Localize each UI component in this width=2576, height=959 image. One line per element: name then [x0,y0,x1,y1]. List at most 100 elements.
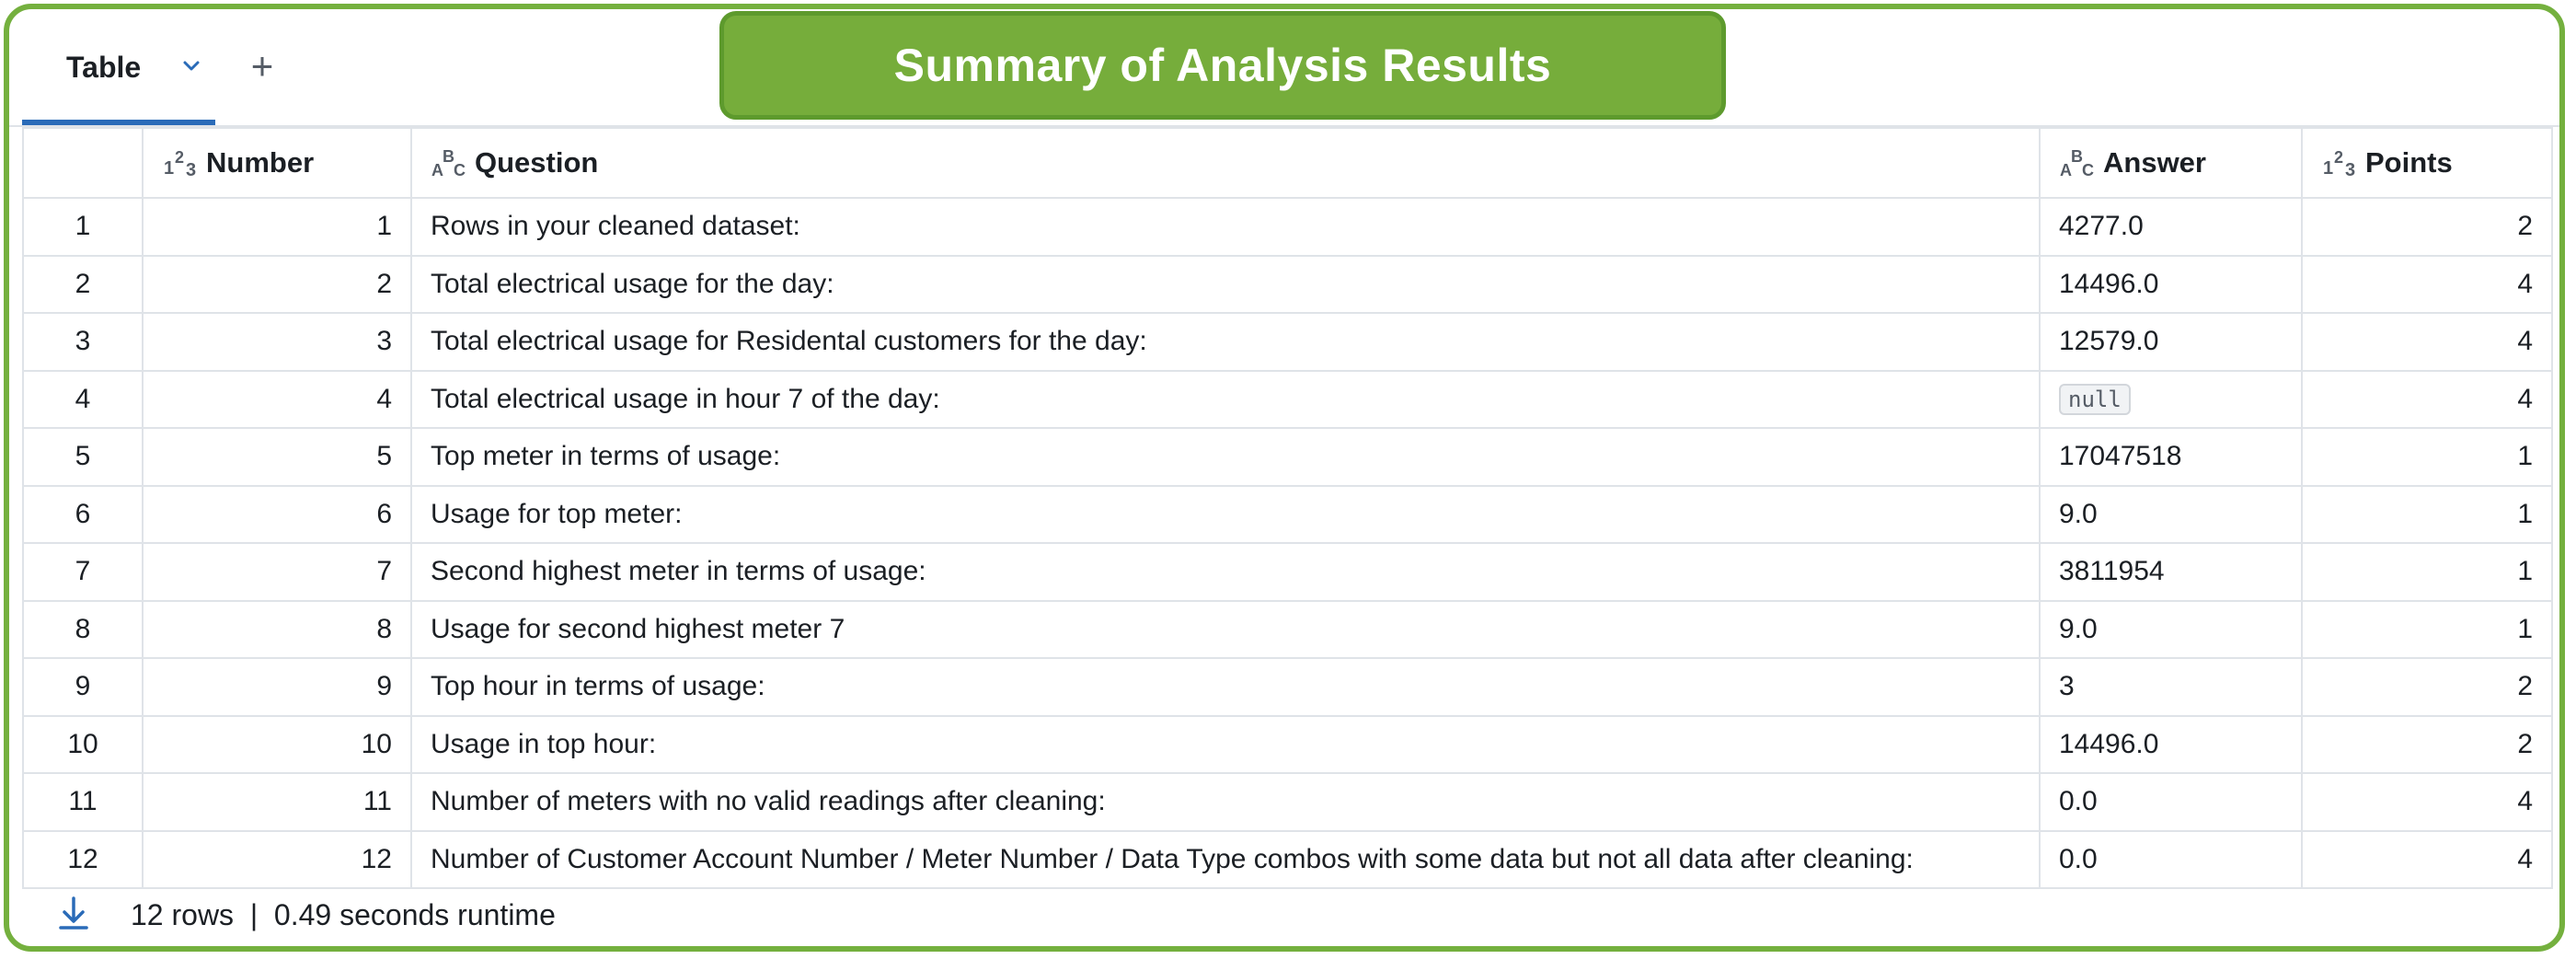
answer-cell[interactable]: 17047518 [2039,427,2303,487]
question-cell[interactable]: Top hour in terms of usage: [410,657,2041,717]
points-cell[interactable]: 1 [2301,427,2553,487]
column-header-question-label: Question [475,145,599,179]
table-row: 12 12 Number of Customer Account Number / … [22,829,2553,889]
points-cell[interactable]: 1 [2301,484,2553,544]
number-cell[interactable]: 1 [142,197,412,257]
plus-icon[interactable]: + [250,44,274,87]
points-cell[interactable]: 2 [2301,657,2553,717]
tab-table-label: Table [66,51,142,84]
summary-banner: Summary of Analysis Results [719,11,1726,120]
number-cell[interactable]: 4 [142,369,412,429]
footer-separator: | [249,898,259,931]
column-header-answer-label: Answer [2103,145,2206,179]
column-header-points[interactable]: 1 2 3 Points [2301,127,2553,199]
points-cell[interactable]: 4 [2301,772,2553,832]
row-index-cell[interactable]: 10 [22,714,144,774]
svg-text:C: C [2082,161,2094,179]
table-row: 7 7 Second highest meter in terms of usage… [22,542,2553,602]
row-index-cell[interactable]: 1 [22,197,144,257]
answer-cell[interactable]: 3811954 [2039,542,2303,602]
table-row: 6 6 Usage for top meter: 9.0 1 [22,484,2553,544]
question-cell[interactable]: Number of Customer Account Number / Mete… [410,829,2041,889]
number-cell[interactable]: 7 [142,542,412,602]
row-index-cell[interactable]: 5 [22,427,144,487]
question-cell[interactable]: Total electrical usage in hour 7 of the … [410,369,2041,429]
row-index-cell[interactable]: 8 [22,599,144,659]
row-index-cell[interactable]: 12 [22,829,144,889]
column-header-question[interactable]: A B C Question [410,127,2041,199]
svg-text:1: 1 [2323,158,2333,179]
question-cell[interactable]: Usage in top hour: [410,714,2041,774]
number-cell[interactable]: 3 [142,312,412,372]
question-cell[interactable]: Total electrical usage for the day: [410,254,2041,314]
answer-cell[interactable]: 9.0 [2039,484,2303,544]
question-cell[interactable]: Usage for second highest meter 7 [410,599,2041,659]
number-cell[interactable]: 10 [142,714,412,774]
row-index-cell[interactable]: 9 [22,657,144,717]
svg-text:3: 3 [2345,160,2355,179]
answer-cell[interactable]: 0.0 [2039,829,2303,889]
points-cell[interactable]: 4 [2301,829,2553,889]
svg-text:B: B [2071,148,2083,166]
column-header-number-label: Number [206,145,315,179]
row-index-cell[interactable]: 7 [22,542,144,602]
table-row: 11 11 Number of meters with no valid readi… [22,772,2553,832]
answer-cell[interactable]: 4277.0 [2039,197,2303,257]
points-cell[interactable]: 4 [2301,369,2553,429]
row-index-cell[interactable]: 2 [22,254,144,314]
question-cell[interactable]: Usage for top meter: [410,484,2041,544]
points-cell[interactable]: 2 [2301,197,2553,257]
answer-cell[interactable]: 3 [2039,657,2303,717]
number-cell[interactable]: 6 [142,484,412,544]
row-index-cell[interactable]: 3 [22,312,144,372]
row-index-cell[interactable]: 11 [22,772,144,832]
column-header-index[interactable] [22,127,144,199]
footer-status: 12 rows | 0.49 seconds runtime [131,898,556,932]
answer-cell[interactable]: 14496.0 [2039,714,2303,774]
table-row: 5 5 Top meter in terms of usage: 17047518 1 [22,427,2553,487]
number-cell[interactable]: 12 [142,829,412,889]
row-count: 12 rows [131,898,235,931]
results-table: 1 2 3 Number A B C Question A B [22,127,2553,889]
null-badge: null [2059,384,2131,416]
number-cell[interactable]: 9 [142,657,412,717]
download-icon[interactable] [53,893,94,933]
string-type-icon: A B C [2060,148,2094,179]
number-cell[interactable]: 2 [142,254,412,314]
svg-text:2: 2 [2334,148,2343,167]
column-header-answer[interactable]: A B C Answer [2039,127,2303,199]
number-cell[interactable]: 8 [142,599,412,659]
question-cell[interactable]: Total electrical usage for Residental cu… [410,312,2041,372]
row-index-cell[interactable]: 4 [22,369,144,429]
tab-bar: Table + [9,9,2559,127]
svg-text:C: C [454,161,466,179]
chevron-down-icon[interactable] [178,53,204,79]
table-row: 4 4 Total electrical usage in hour 7 of th… [22,369,2553,429]
column-header-points-label: Points [2365,145,2453,179]
answer-cell[interactable]: 0.0 [2039,772,2303,832]
points-cell[interactable]: 2 [2301,714,2553,774]
question-cell[interactable]: Top meter in terms of usage: [410,427,2041,487]
table-row: 1 1 Rows in your cleaned dataset: 4277.0 2 [22,197,2553,257]
table-body: 1 1 Rows in your cleaned dataset: 4277.0 2 2 2… [22,197,2553,889]
question-cell[interactable]: Rows in your cleaned dataset: [410,197,2041,257]
answer-cell[interactable]: 9.0 [2039,599,2303,659]
points-cell[interactable]: 4 [2301,312,2553,372]
row-index-cell[interactable]: 6 [22,484,144,544]
points-cell[interactable]: 1 [2301,542,2553,602]
answer-cell[interactable]: 14496.0 [2039,254,2303,314]
results-panel: Table + Summary of Analysis Results 1 2 … [4,4,2565,952]
question-cell[interactable]: Second highest meter in terms of usage: [410,542,2041,602]
number-cell[interactable]: 5 [142,427,412,487]
table-row: 2 2 Total electrical usage for the day: 144… [22,254,2553,314]
numeric-type-icon: 1 2 3 [164,148,196,179]
number-cell[interactable]: 11 [142,772,412,832]
question-cell[interactable]: Number of meters with no valid readings … [410,772,2041,832]
answer-cell[interactable]: null [2039,369,2303,429]
answer-cell[interactable]: 12579.0 [2039,312,2303,372]
tab-table[interactable]: Table [22,9,215,125]
points-cell[interactable]: 4 [2301,254,2553,314]
points-cell[interactable]: 1 [2301,599,2553,659]
table-row: 10 10 Usage in top hour: 14496.0 2 [22,714,2553,774]
column-header-number[interactable]: 1 2 3 Number [142,127,412,199]
